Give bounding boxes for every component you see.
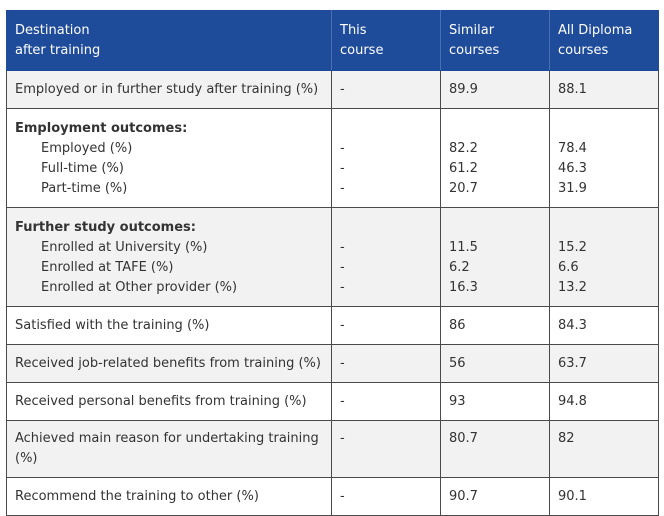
this-course-value: - xyxy=(331,420,441,478)
similar-value: 93 xyxy=(440,382,550,421)
similar-value: 86 xyxy=(440,306,550,345)
tafe-label: Enrolled at TAFE (%) xyxy=(41,260,174,275)
header-similar-line2: courses xyxy=(449,43,500,58)
header-all-diploma-line1: All Diploma xyxy=(558,23,633,38)
employed-similar-value: 82.2 xyxy=(449,141,478,156)
row-label: Recommend the training to other (%) xyxy=(6,477,332,516)
all-diploma-value: 84.3 xyxy=(549,306,659,345)
table-row-satisfied: Satisfied with the training (%) - 86 84.… xyxy=(6,306,659,345)
header-destination-line1: Destination xyxy=(15,23,90,38)
employment-heading: Employment outcomes: xyxy=(15,121,188,136)
similar-value: 89.9 xyxy=(440,70,550,109)
other-provider-this-value: - xyxy=(340,280,345,295)
table-row-employment-outcomes: Employment outcomes: Employed (%) Full-t… xyxy=(6,108,659,208)
header-similar-courses: Similar courses xyxy=(440,10,550,71)
this-course-value: - xyxy=(331,382,441,421)
row-label: Employed or in further study after train… xyxy=(6,70,332,109)
full-time-label: Full-time (%) xyxy=(41,161,124,176)
row-label: Received job-related benefits from train… xyxy=(6,344,332,383)
university-similar-value: 11.5 xyxy=(449,240,478,255)
header-similar-line1: Similar xyxy=(449,23,495,38)
header-row: Destination after training This course S… xyxy=(6,10,659,71)
all-diploma-value: 94.8 xyxy=(549,382,659,421)
all-diploma-value: 88.1 xyxy=(549,70,659,109)
similar-value: 90.7 xyxy=(440,477,550,516)
university-this-value: - xyxy=(340,240,345,255)
row-label: Received personal benefits from training… xyxy=(6,382,332,421)
full-time-this-value: - xyxy=(340,161,345,176)
university-label: Enrolled at University (%) xyxy=(41,240,208,255)
part-time-all-value: 31.9 xyxy=(558,181,587,196)
similar-value: 56 xyxy=(440,344,550,383)
tafe-similar-value: 6.2 xyxy=(449,260,470,275)
header-this-course-line1: This xyxy=(340,23,367,38)
employed-this-value: - xyxy=(340,141,345,156)
all-diploma-value: 63.7 xyxy=(549,344,659,383)
employed-all-value: 78.4 xyxy=(558,141,587,156)
further-study-heading: Further study outcomes: xyxy=(15,220,196,235)
other-provider-all-value: 13.2 xyxy=(558,280,587,295)
this-course-value: - xyxy=(331,70,441,109)
other-provider-label: Enrolled at Other provider (%) xyxy=(41,280,238,295)
part-time-label: Part-time (%) xyxy=(41,181,128,196)
further-study-this-course-cell: - - - xyxy=(331,207,441,307)
employment-all-cell: 78.4 46.3 31.9 xyxy=(549,108,659,208)
employment-this-course-cell: - - - xyxy=(331,108,441,208)
university-all-value: 15.2 xyxy=(558,240,587,255)
full-time-similar-value: 61.2 xyxy=(449,161,478,176)
table-row-personal-benefits: Received personal benefits from training… xyxy=(6,382,659,421)
header-this-course: This course xyxy=(331,10,441,71)
row-label: Satisfied with the training (%) xyxy=(6,306,332,345)
header-this-course-line2: course xyxy=(340,43,384,58)
this-course-value: - xyxy=(331,344,441,383)
outcomes-table-container: Destination after training This course S… xyxy=(6,10,659,516)
table-row-further-study-outcomes: Further study outcomes: Enrolled at Univ… xyxy=(6,207,659,307)
table-row-employed-or-study: Employed or in further study after train… xyxy=(6,70,659,109)
employment-label-cell: Employment outcomes: Employed (%) Full-t… xyxy=(6,108,332,208)
employment-similar-cell: 82.2 61.2 20.7 xyxy=(440,108,550,208)
header-destination: Destination after training xyxy=(6,10,332,71)
employed-label: Employed (%) xyxy=(41,141,133,156)
header-all-diploma-courses: All Diploma courses xyxy=(549,10,659,71)
similar-value: 80.7 xyxy=(440,420,550,478)
table-row-main-reason: Achieved main reason for undertaking tra… xyxy=(6,420,659,478)
all-diploma-value: 90.1 xyxy=(549,477,659,516)
further-study-similar-cell: 11.5 6.2 16.3 xyxy=(440,207,550,307)
header-destination-line2: after training xyxy=(15,43,101,58)
other-provider-similar-value: 16.3 xyxy=(449,280,478,295)
tafe-this-value: - xyxy=(340,260,345,275)
tafe-all-value: 6.6 xyxy=(558,260,579,275)
row-label: Achieved main reason for undertaking tra… xyxy=(6,420,332,478)
this-course-value: - xyxy=(331,477,441,516)
part-time-this-value: - xyxy=(340,181,345,196)
header-all-diploma-line2: courses xyxy=(558,43,609,58)
all-diploma-value: 82 xyxy=(549,420,659,478)
full-time-all-value: 46.3 xyxy=(558,161,587,176)
further-study-label-cell: Further study outcomes: Enrolled at Univ… xyxy=(6,207,332,307)
outcomes-table: Destination after training This course S… xyxy=(6,10,659,516)
table-row-job-benefits: Received job-related benefits from train… xyxy=(6,344,659,383)
table-row-recommend: Recommend the training to other (%) - 90… xyxy=(6,477,659,516)
part-time-similar-value: 20.7 xyxy=(449,181,478,196)
further-study-all-cell: 15.2 6.6 13.2 xyxy=(549,207,659,307)
this-course-value: - xyxy=(331,306,441,345)
